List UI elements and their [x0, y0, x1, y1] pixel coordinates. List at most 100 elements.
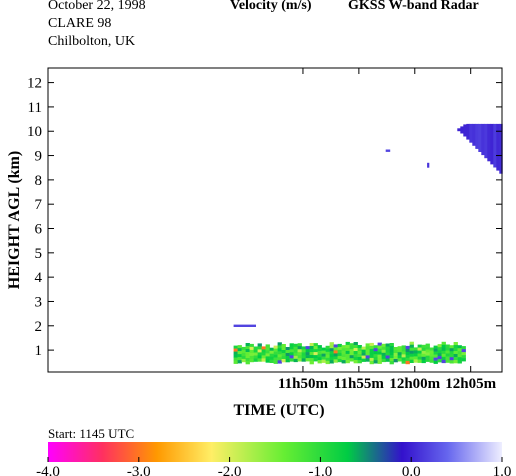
low-cloud-cell [305, 349, 310, 353]
low-cloud-cell [445, 344, 450, 348]
low-cloud-cell [301, 355, 306, 359]
low-cloud-cell [333, 344, 338, 348]
cirrus-cell [496, 123, 500, 171]
low-cloud-cell [245, 352, 250, 356]
low-cloud-cell [393, 347, 398, 351]
low-cloud-cell [241, 349, 246, 354]
low-cloud-cell [377, 354, 382, 358]
low-cloud-cell [321, 347, 326, 351]
low-cloud-cell [289, 352, 294, 356]
low-cloud-cell [277, 360, 282, 364]
low-cloud-cell [357, 348, 362, 352]
low-cloud-cell [437, 356, 442, 360]
low-cloud-cell [417, 344, 422, 348]
low-cloud-cell [461, 358, 466, 362]
low-cloud-cell [357, 357, 362, 361]
low-cloud-cell [389, 343, 394, 347]
low-cloud-cell [285, 350, 290, 354]
low-cloud-cell [333, 356, 338, 360]
low-cloud-cell [425, 352, 430, 356]
low-cloud-cell [441, 347, 446, 352]
low-cloud-cell [449, 345, 454, 349]
low-cloud-cell [333, 359, 338, 363]
low-cloud-cell [385, 349, 390, 353]
low-cloud-cell [369, 348, 374, 353]
low-cloud-cell [241, 358, 246, 363]
low-cloud-cell [293, 343, 298, 348]
low-cloud-cell [313, 355, 318, 359]
low-cloud-cell [245, 355, 250, 359]
low-cloud-cell [281, 359, 286, 363]
echo-9.2km [385, 149, 391, 152]
low-cloud-cell [237, 351, 242, 355]
low-cloud-cell [361, 358, 366, 362]
cirrus-cell [481, 123, 485, 156]
low-cloud-cell [357, 345, 362, 349]
low-cloud-cell [281, 353, 286, 357]
low-cloud-cell [249, 352, 254, 357]
low-cloud-cell [265, 356, 270, 360]
low-cloud-cell [417, 356, 422, 360]
low-cloud-cell [345, 353, 350, 358]
low-cloud-cell [441, 356, 446, 361]
low-cloud-cell [401, 354, 406, 358]
low-cloud-cell [249, 349, 254, 354]
low-cloud-cell [249, 343, 254, 348]
low-cloud-cell [341, 354, 346, 358]
low-cloud-cell [253, 346, 258, 350]
low-cloud-cell [393, 350, 398, 354]
low-cloud-cell [237, 357, 242, 361]
low-cloud-cell [441, 359, 446, 364]
low-cloud-cell [273, 360, 278, 364]
low-cloud-cell [301, 352, 306, 356]
low-cloud-cell [293, 352, 298, 357]
low-cloud-cell [317, 345, 322, 349]
low-cloud-cell [289, 358, 294, 362]
low-cloud-cell [437, 353, 442, 357]
low-cloud-cell [337, 355, 342, 360]
low-cloud-cell [241, 346, 246, 351]
low-cloud-cell [317, 354, 322, 358]
colorbar-tick-label: 1.0 [493, 464, 512, 476]
low-cloud-cell [449, 360, 454, 364]
low-cloud-cell [373, 345, 378, 349]
low-cloud-cell [409, 347, 414, 351]
low-cloud-cell [281, 350, 286, 354]
low-cloud-cell [241, 355, 246, 360]
low-cloud-cell [293, 355, 298, 360]
low-cloud-cell [449, 351, 454, 355]
low-cloud-cell [397, 358, 402, 362]
cirrus-cell [472, 123, 476, 146]
low-cloud-cell [397, 355, 402, 359]
low-cloud-cell [421, 344, 426, 349]
low-cloud-cell [301, 349, 306, 353]
low-cloud-cell [373, 348, 378, 352]
low-cloud-cell [393, 356, 398, 360]
low-cloud-cell [249, 346, 254, 351]
low-cloud-cell [457, 348, 462, 352]
low-cloud-cell [385, 352, 390, 356]
low-cloud-cell [357, 354, 362, 358]
low-cloud-cell [433, 360, 438, 364]
low-cloud-cell [385, 355, 390, 359]
low-cloud-cell [317, 348, 322, 352]
low-cloud-cell [341, 360, 346, 364]
low-cloud-cell [325, 345, 330, 350]
low-cloud-cell [337, 358, 342, 363]
colorbar-gradient [48, 442, 502, 462]
low-cloud-cell [389, 355, 394, 359]
low-cloud-cell [297, 349, 302, 353]
quantity-title: Velocity (m/s) [230, 0, 312, 13]
low-cloud-cell [409, 350, 414, 354]
low-cloud-cell [385, 343, 390, 347]
low-cloud-cell [321, 356, 326, 360]
low-cloud-cell [293, 346, 298, 351]
low-cloud-cell [329, 351, 334, 355]
low-cloud-cell [365, 343, 370, 347]
low-cloud-cell [277, 348, 282, 352]
low-cloud-cell [257, 349, 262, 353]
low-cloud-cell [293, 349, 298, 354]
low-cloud-cell [405, 357, 410, 362]
low-cloud-cell [389, 346, 394, 350]
